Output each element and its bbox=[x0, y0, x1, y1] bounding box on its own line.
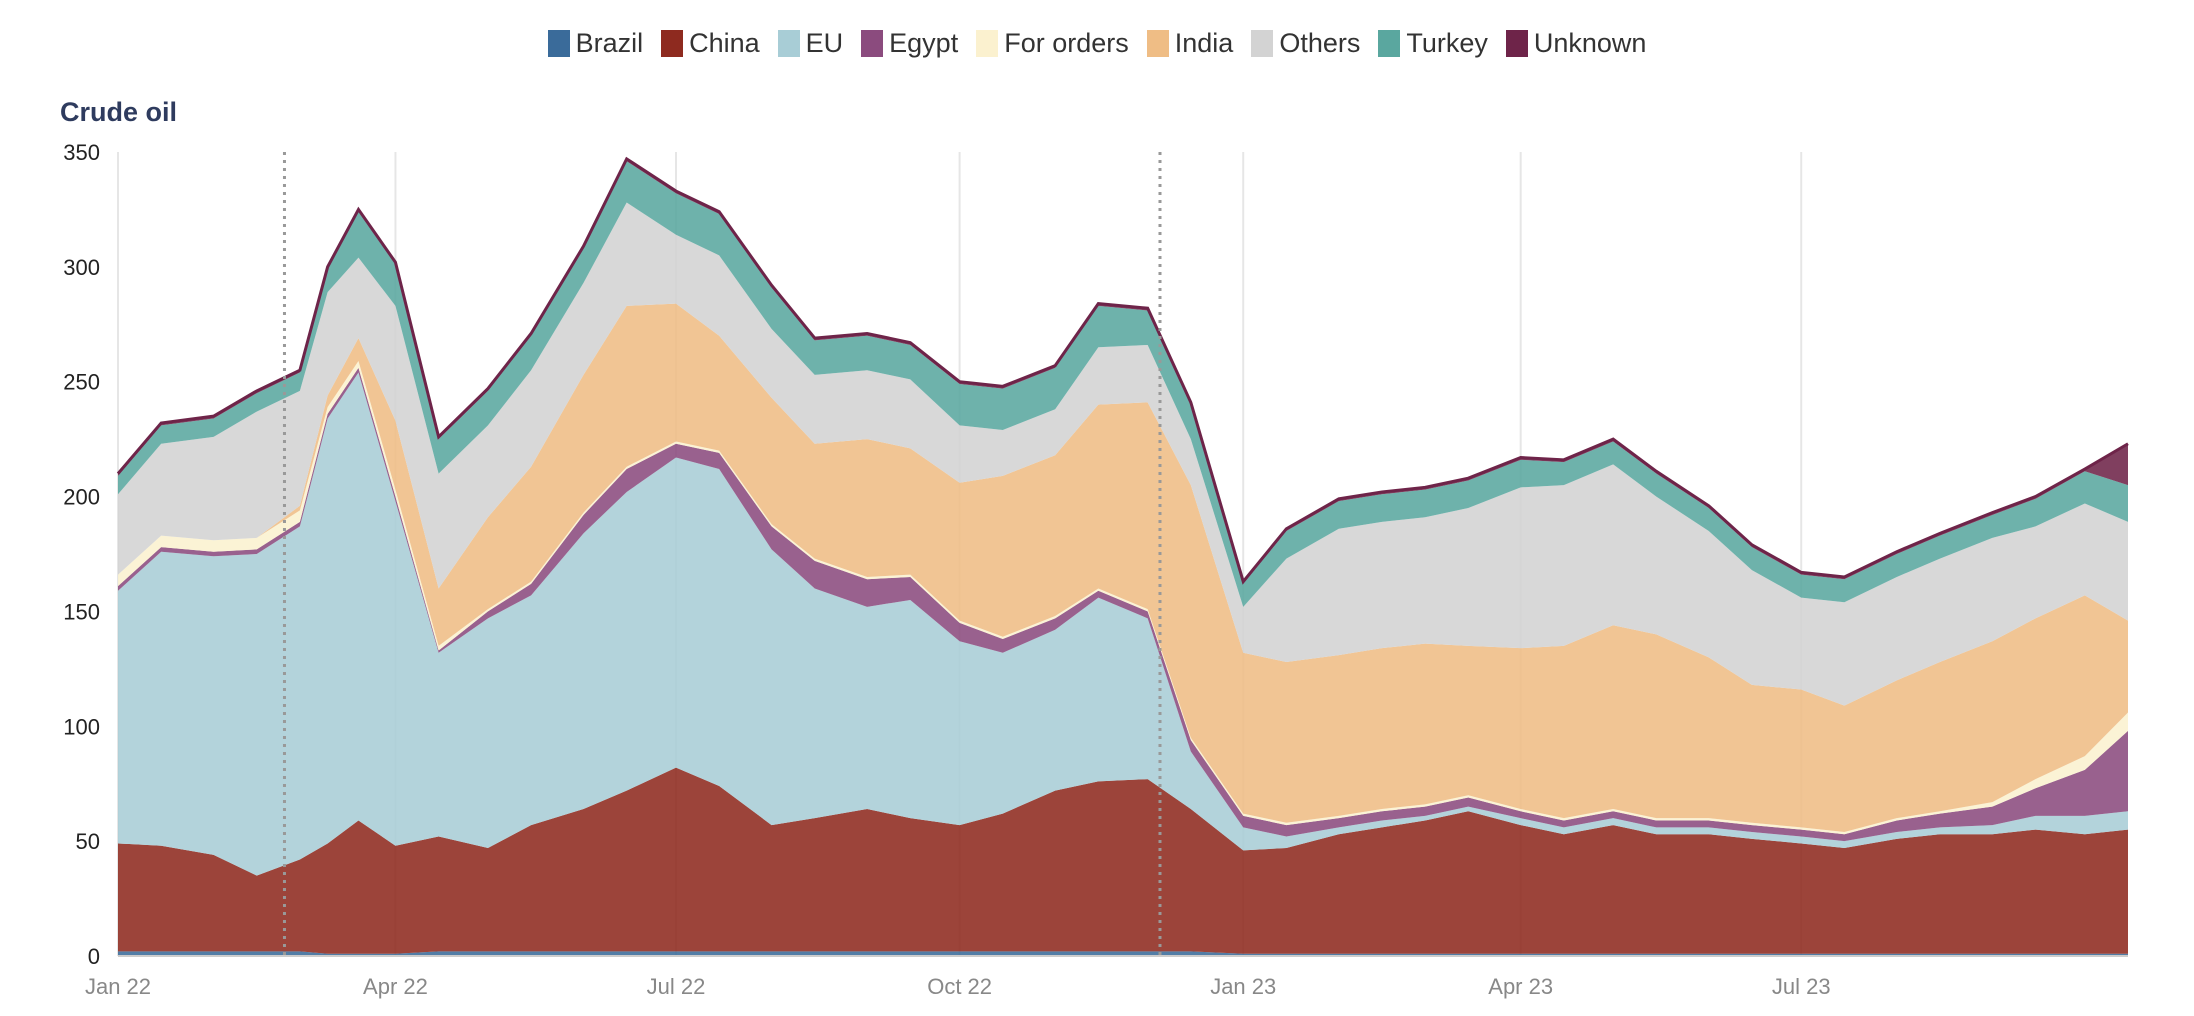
area-series-china bbox=[118, 767, 2128, 954]
y-tick-label: 300 bbox=[63, 255, 100, 280]
chart-legend: Brazil China EU Egypt For orders India Others T… bbox=[0, 28, 2194, 59]
area-series-eu bbox=[118, 372, 2128, 876]
legend-label: Egypt bbox=[889, 28, 959, 58]
legend-swatch bbox=[777, 30, 800, 57]
legend-swatch bbox=[1505, 30, 1528, 57]
legend-item-unknown: Unknown bbox=[1505, 28, 1647, 59]
legend-swatch bbox=[1378, 30, 1401, 57]
y-tick-label: 0 bbox=[88, 944, 100, 969]
y-tick-label: 250 bbox=[63, 370, 100, 395]
x-tick-label: Jan 23 bbox=[1210, 974, 1276, 999]
legend-swatch bbox=[976, 30, 999, 57]
y-tick-label: 50 bbox=[76, 829, 100, 854]
x-tick-label: Apr 22 bbox=[363, 974, 428, 999]
legend-item-india: India bbox=[1146, 28, 1234, 59]
area-series-others bbox=[118, 202, 2128, 706]
y-tick-label: 150 bbox=[63, 599, 100, 624]
legend-item-for-orders: For orders bbox=[976, 28, 1129, 59]
legend-item-turkey: Turkey bbox=[1378, 28, 1488, 59]
legend-swatch bbox=[861, 30, 884, 57]
chart-title: Crude oil bbox=[60, 97, 178, 127]
legend-item-eu: EU bbox=[777, 28, 844, 59]
legend-label: EU bbox=[805, 28, 844, 58]
x-tick-label: Jul 23 bbox=[1772, 974, 1831, 999]
area-series-turkey bbox=[118, 161, 2128, 607]
legend-label: India bbox=[1174, 28, 1234, 58]
legend-item-china: China bbox=[661, 28, 760, 59]
legend-swatch bbox=[1251, 30, 1274, 57]
x-tick-label: Apr 23 bbox=[1488, 974, 1553, 999]
legend-label: For orders bbox=[1004, 28, 1129, 58]
area-series-india bbox=[118, 303, 2128, 832]
legend-swatch bbox=[661, 30, 684, 57]
legend-label: Turkey bbox=[1406, 28, 1488, 58]
stack-top-line bbox=[116, 156, 2129, 585]
legend-item-others: Others bbox=[1251, 28, 1360, 59]
x-tick-label: Oct 22 bbox=[927, 974, 992, 999]
x-tick-label: Jul 22 bbox=[647, 974, 706, 999]
legend-swatch bbox=[547, 30, 570, 57]
legend-label: China bbox=[689, 28, 760, 58]
legend-label: Unknown bbox=[1533, 28, 1647, 58]
y-tick-label: 200 bbox=[63, 485, 100, 510]
legend-item-egypt: Egypt bbox=[861, 28, 958, 59]
legend-swatch bbox=[1146, 30, 1169, 57]
legend-item-brazil: Brazil bbox=[547, 28, 644, 59]
x-tick-label: Jan 22 bbox=[85, 974, 151, 999]
y-tick-label: 100 bbox=[63, 714, 100, 739]
area-series-egypt bbox=[118, 367, 2128, 842]
legend-label: Brazil bbox=[575, 28, 644, 58]
area-series-brazil bbox=[118, 951, 2128, 956]
legend-label: Others bbox=[1279, 28, 1361, 58]
y-tick-label: 350 bbox=[63, 140, 100, 165]
